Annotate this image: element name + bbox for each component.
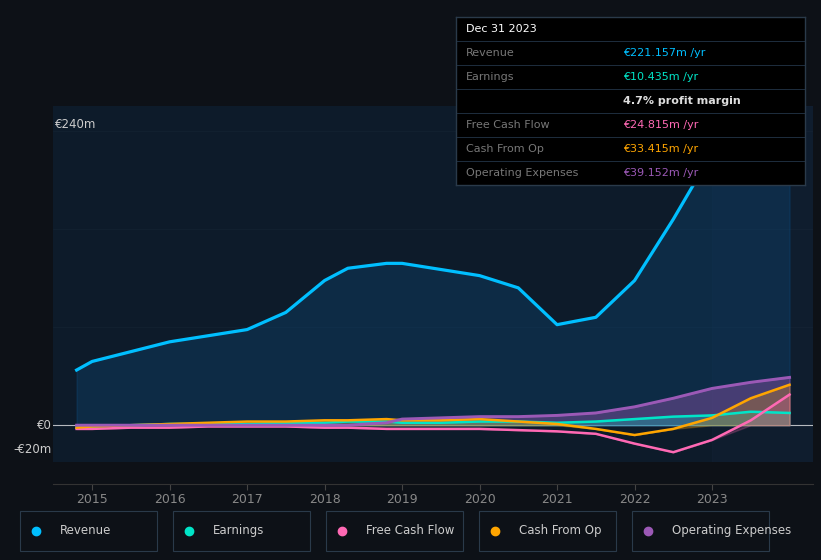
Text: Operating Expenses: Operating Expenses (672, 524, 791, 537)
Text: Cash From Op: Cash From Op (466, 144, 544, 154)
Text: €240m: €240m (55, 118, 96, 131)
Text: Free Cash Flow: Free Cash Flow (466, 120, 550, 130)
Text: €33.415m /yr: €33.415m /yr (623, 144, 699, 154)
Text: €0: €0 (37, 419, 52, 432)
Text: Operating Expenses: Operating Expenses (466, 168, 579, 178)
Text: Revenue: Revenue (466, 48, 515, 58)
Text: €24.815m /yr: €24.815m /yr (623, 120, 699, 130)
Text: Dec 31 2023: Dec 31 2023 (466, 24, 537, 34)
Text: Revenue: Revenue (60, 524, 112, 537)
Text: Free Cash Flow: Free Cash Flow (366, 524, 454, 537)
Text: 4.7% profit margin: 4.7% profit margin (623, 96, 741, 106)
Text: -€20m: -€20m (14, 443, 52, 456)
Text: €221.157m /yr: €221.157m /yr (623, 48, 705, 58)
Text: €39.152m /yr: €39.152m /yr (623, 168, 699, 178)
Bar (712, 106, 813, 462)
Text: Earnings: Earnings (466, 72, 515, 82)
Text: Cash From Op: Cash From Op (519, 524, 601, 537)
Text: Earnings: Earnings (213, 524, 264, 537)
Text: €10.435m /yr: €10.435m /yr (623, 72, 699, 82)
